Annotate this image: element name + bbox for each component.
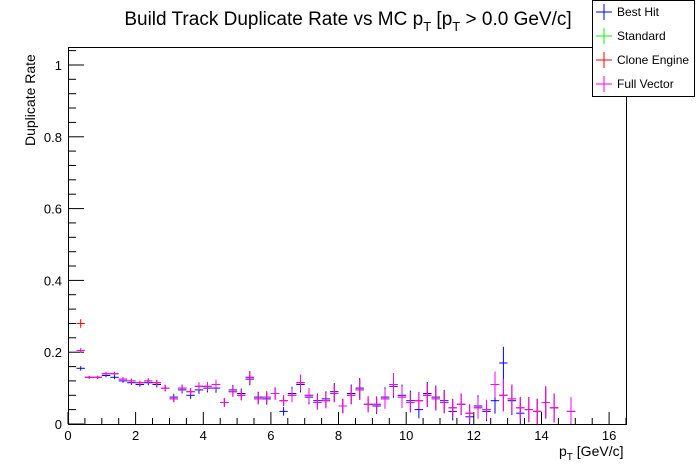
data-point <box>330 384 339 403</box>
data-point <box>499 346 508 380</box>
data-point <box>177 384 187 392</box>
x-tick-label: 14 <box>534 428 548 443</box>
data-point <box>516 397 525 419</box>
data-point <box>76 319 85 328</box>
data-point <box>118 377 128 381</box>
data-point <box>110 375 119 380</box>
legend-label: Best Hit <box>617 5 660 19</box>
data-point <box>152 379 161 386</box>
y-tick-label: 0.6 <box>44 202 62 217</box>
data-point <box>338 398 347 414</box>
x-tick-label: 2 <box>132 428 139 443</box>
data-point <box>389 373 398 396</box>
data-point <box>372 396 381 413</box>
x-tick-label: 16 <box>602 428 616 443</box>
series-standard <box>76 348 576 424</box>
legend-entry: Best Hit <box>596 4 660 20</box>
legend-entry: Clone Engine <box>596 52 689 68</box>
data-point <box>220 398 229 407</box>
data-point <box>84 375 94 379</box>
legend-label: Full Vector <box>617 77 674 91</box>
data-point <box>237 390 246 401</box>
data-point <box>499 379 508 412</box>
data-point <box>110 371 119 376</box>
data-point <box>448 398 457 417</box>
data-point <box>76 348 85 353</box>
data-point <box>186 388 195 396</box>
data-point <box>161 384 170 392</box>
data-point <box>144 378 153 384</box>
series-clone-engine <box>76 319 576 424</box>
data-point <box>440 391 449 414</box>
data-point <box>456 393 466 415</box>
data-series <box>76 319 576 424</box>
legend-label: Standard <box>617 29 666 43</box>
y-tick-label: 0.4 <box>44 273 62 288</box>
legend-box <box>592 0 695 97</box>
x-tick-label: 0 <box>64 428 71 443</box>
data-point <box>203 382 212 391</box>
data-point <box>465 404 474 423</box>
data-point <box>490 371 500 398</box>
data-point <box>431 387 440 411</box>
legend-entry: Standard <box>596 28 666 44</box>
chart-title: Build Track Duplicate Rate vs MC pT [pT … <box>124 9 571 34</box>
y-tick-label: 0.8 <box>44 130 62 145</box>
y-axis-label: Duplicate Rate <box>22 54 38 146</box>
data-point <box>321 393 331 409</box>
legend: Best Hit Standard Clone Engine Full Vector <box>592 0 695 97</box>
data-point <box>549 393 559 423</box>
data-point <box>76 366 85 371</box>
data-point <box>93 375 102 379</box>
x-tick-label: 4 <box>200 428 207 443</box>
x-axis-label: pT [GeV/c] <box>559 443 623 463</box>
data-point <box>296 374 305 391</box>
data-point <box>347 386 356 405</box>
data-point <box>304 388 314 403</box>
x-axis-ticks: 0 2 4 6 8 10 12 14 16 <box>64 412 627 443</box>
y-tick-label: 1 <box>55 58 62 73</box>
data-point <box>127 378 136 384</box>
data-point <box>355 379 364 400</box>
data-point <box>254 393 263 405</box>
data-point <box>135 380 145 385</box>
data-point <box>101 371 111 376</box>
data-point <box>524 397 533 423</box>
data-point <box>313 395 322 410</box>
x-tick-label: 10 <box>399 428 413 443</box>
x-tick-label: 6 <box>267 428 274 443</box>
x-tick-label: 12 <box>467 428 481 443</box>
data-point <box>414 392 424 410</box>
plot-frame <box>68 47 627 425</box>
data-point <box>211 379 221 390</box>
data-point <box>270 387 280 400</box>
data-point <box>245 371 254 384</box>
data-point <box>473 397 483 419</box>
data-point <box>397 386 407 408</box>
data-point <box>533 398 542 424</box>
data-point <box>287 388 297 403</box>
data-point <box>279 407 288 416</box>
y-tick-label: 0 <box>55 417 62 432</box>
data-point <box>541 386 550 419</box>
data-point <box>228 386 238 397</box>
y-tick-label: 0.2 <box>44 345 62 360</box>
data-point <box>262 391 271 403</box>
data-point <box>279 395 288 406</box>
data-point <box>482 399 491 420</box>
data-point <box>423 383 432 407</box>
series-full-vector <box>76 348 576 424</box>
data-point <box>169 395 178 403</box>
data-point <box>507 384 517 414</box>
y-axis-ticks: 0 0.2 0.4 0.6 0.8 1 <box>44 50 84 432</box>
x-tick-label: 8 <box>335 428 342 443</box>
data-point <box>363 396 373 413</box>
data-point <box>566 397 576 424</box>
data-point <box>194 382 204 391</box>
legend-entry: Full Vector <box>596 76 674 92</box>
data-point <box>380 389 390 409</box>
data-point <box>406 392 415 413</box>
legend-label: Clone Engine <box>617 53 689 67</box>
